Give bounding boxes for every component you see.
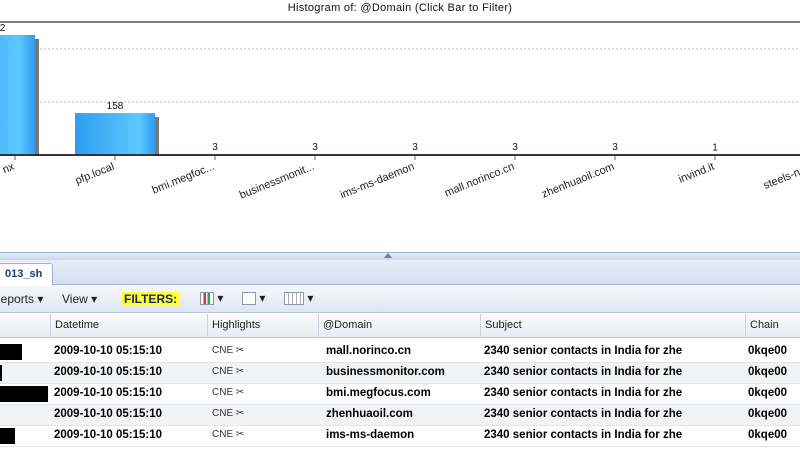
x-tick-label: nx [1,160,17,176]
x-tick-label: bmi.megfoc... [150,161,216,197]
view-menu[interactable]: View ▾ [62,292,98,306]
column-header-chain[interactable]: Chain [745,314,800,338]
cell-subject: 2340 senior contacts in India for zhe [484,387,683,399]
cell-highlights: CNE ✂ [212,345,245,356]
column-header-id[interactable] [0,314,50,338]
table-row[interactable]: 2009-10-10 05:15:10 CNE ✂ ims-ms-daemon 234… [0,426,800,447]
x-tick-label: steels-ne... [762,161,800,192]
cell-chain: 0kqe00 [748,366,788,378]
x-tick-label: mall.norinco.cn [443,161,516,200]
redacted-cell [0,365,2,381]
column-header-domain[interactable]: @Domain [318,314,480,338]
bar-value-label: 1 [712,143,718,154]
cell-datetime: 2009-10-10 05:15:10 [54,408,163,420]
cell-domain: zhenhuaoil.com [326,408,413,420]
bar-value-label: 3 [512,142,518,153]
column-header-highlights[interactable]: Highlights [207,314,318,338]
cell-domain: bmi.megfocus.com [326,387,431,399]
list-icon [242,292,256,306]
list-filter-button[interactable]: ▾ [242,291,265,306]
cell-chain: 0kqe00 [748,345,788,357]
tab-dataset[interactable]: 013_sh [0,263,54,286]
cell-subject: 2340 senior contacts in India for zhe [484,429,683,441]
cell-highlights: CNE ✂ [212,387,245,398]
histogram-panel: 452 nx 158 pfp.local 3 bmi.megfoc... 3 business… [0,2,800,202]
bar-value-label: 158 [107,101,124,112]
cell-highlights: CNE ✂ [212,408,245,419]
table-row[interactable]: 2009-10-10 05:15:10 CNE ✂ businessmonitor.… [0,363,800,384]
cell-datetime: 2009-10-10 05:15:10 [54,429,163,441]
cell-chain: 0kqe00 [748,387,788,399]
grid-filter-button[interactable]: ▾ [284,291,313,306]
x-tick-label: businessmonit... [238,161,316,202]
tab-bar: 013_sh [0,260,800,286]
histogram-chart: 452 nx 158 pfp.local 3 bmi.megfoc... 3 business… [0,21,800,202]
link-icon: ✂ [235,408,245,419]
bar-value-label: 3 [212,142,218,153]
panel-splitter[interactable] [0,252,800,260]
collapse-arrow-icon[interactable] [384,253,392,258]
column-header-datetime[interactable]: Datetime [50,314,207,338]
bar-value-label: 452 [0,23,6,34]
cell-subject: 2340 senior contacts in India for zhe [484,345,683,357]
bar[interactable] [0,35,35,155]
bar-value-label: 3 [612,142,618,153]
reports-menu[interactable]: Reports ▾ [0,292,44,306]
bar[interactable] [75,113,155,155]
cell-domain: businessmonitor.com [326,366,445,378]
x-tick-label: zhenhuaoil.com [540,161,616,201]
column-header-subject[interactable]: Subject [480,314,745,338]
link-icon: ✂ [235,345,245,356]
x-tick-label: ims-ms-daemon [339,161,417,202]
cell-highlights: CNE ✂ [212,429,245,440]
table-icon [284,292,304,306]
bar-chart-icon [200,292,214,306]
bar-value-label: 3 [412,142,418,153]
x-tick-label: pfp.local [74,161,116,187]
cell-chain: 0kqe00 [748,408,788,420]
table-header: Datetime Highlights @Domain Subject Chai… [0,314,800,338]
table-row[interactable]: 2009-10-10 05:15:10 CNE ✂ zhenhuaoil.com 23… [0,405,800,426]
cell-datetime: 2009-10-10 05:15:10 [54,345,163,357]
cell-datetime: 2009-10-10 05:15:10 [54,366,163,378]
cell-chain: 0kqe00 [748,429,788,441]
table-row[interactable]: 2009-10-10 05:15:10 CNE ✂ mall.norinco.cn 2… [0,342,800,363]
cell-datetime: 2009-10-10 05:15:10 [54,387,163,399]
redacted-cell [0,428,15,444]
bar-value-label: 3 [312,142,318,153]
cell-domain: ims-ms-daemon [326,429,415,441]
cell-domain: mall.norinco.cn [326,345,411,357]
histogram-filter-button[interactable]: ▾ [200,291,223,306]
link-icon: ✂ [235,387,245,398]
redacted-cell [0,386,48,402]
x-tick-label: invind.it [677,161,716,186]
table-row[interactable]: 2009-10-10 05:15:10 CNE ✂ bmi.megfocus.com… [0,384,800,405]
cell-subject: 2340 senior contacts in India for zhe [484,408,683,420]
chart-title: Histogram of: @Domain (Click Bar to Filt… [287,2,513,14]
redacted-cell [0,344,22,360]
toolbar: Reports ▾ View ▾ FILTERS: ▾ ▾ ▾ [0,286,800,313]
filters-label: FILTERS: [122,292,180,306]
cell-subject: 2340 senior contacts in India for zhe [484,366,683,378]
link-icon: ✂ [235,366,245,377]
link-icon: ✂ [235,429,245,440]
cell-highlights: CNE ✂ [212,366,245,377]
